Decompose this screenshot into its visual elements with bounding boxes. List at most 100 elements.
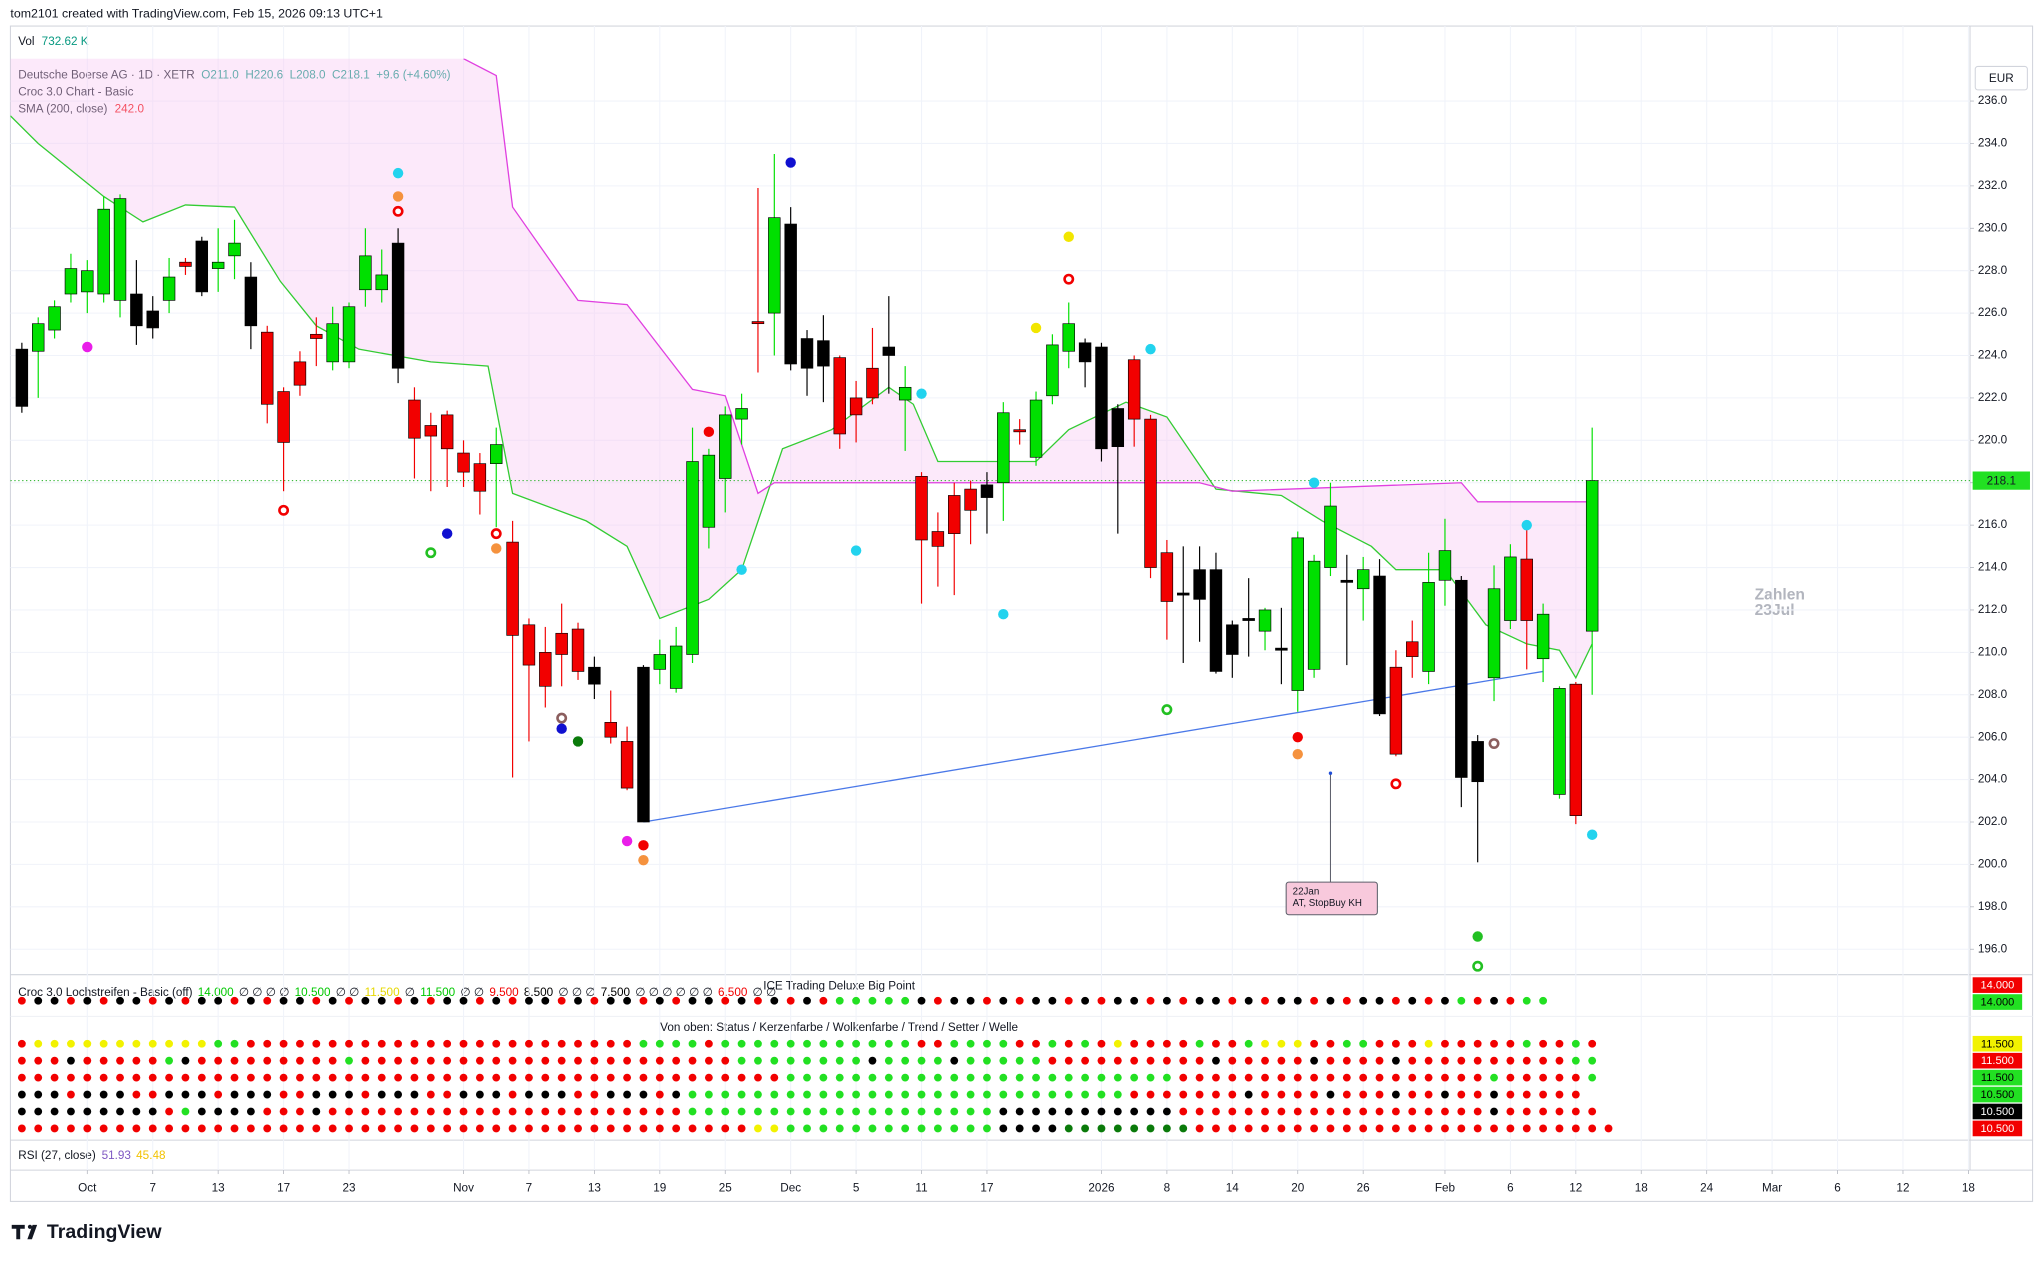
candle-body — [1389, 666, 1403, 755]
state-dot — [541, 1039, 550, 1048]
signal-marker — [638, 854, 649, 866]
state-dot — [884, 1090, 893, 1099]
y-tick-label: 230.0 — [1978, 221, 2008, 234]
state-dot — [1015, 996, 1024, 1005]
pane-label-box — [1972, 1069, 2023, 1086]
signal-marker — [556, 723, 567, 734]
state-dot — [574, 1039, 582, 1048]
state-dot — [1375, 1107, 1384, 1116]
state-dot — [443, 1107, 452, 1116]
state-dot — [492, 1039, 501, 1048]
state-dot — [116, 1090, 124, 1099]
state-dot — [394, 1056, 403, 1065]
text-run: Deutsche Boerse AG · 1D · XETR — [18, 69, 194, 82]
state-dot — [345, 1107, 353, 1116]
signal-marker — [1063, 231, 1074, 242]
state-dot — [525, 1107, 533, 1116]
brand-logo[interactable] — [27, 1224, 33, 1229]
state-dot — [1490, 1039, 1498, 1048]
state-dot — [1212, 1090, 1220, 1099]
signal-marker — [278, 504, 290, 516]
state-dot — [983, 1073, 991, 1082]
state-dot — [754, 1107, 762, 1116]
currency[interactable]: EUR — [1989, 72, 2014, 85]
state-dot — [574, 1056, 582, 1065]
x-tick-label: 18 — [1962, 1181, 1976, 1194]
currency-box[interactable] — [1974, 65, 2028, 91]
text-run: 7.500 — [601, 986, 631, 999]
state-dot — [1261, 1124, 1269, 1133]
signal-marker — [1145, 343, 1156, 355]
state-dot — [1457, 1073, 1466, 1082]
volume-label: Vol — [18, 35, 34, 48]
brand-logo[interactable] — [11, 1224, 38, 1240]
state-dot — [803, 1039, 811, 1048]
candle-body — [293, 361, 307, 386]
state-dot — [868, 1073, 877, 1082]
state-dot — [966, 1090, 975, 1099]
state-dot — [983, 1124, 991, 1133]
state-dot — [852, 1124, 861, 1133]
state-dot — [296, 1090, 304, 1099]
state-dot — [1588, 1056, 1597, 1065]
x-tick-label: 8 — [1164, 1181, 1171, 1194]
candle-body — [97, 208, 110, 295]
state-dot — [475, 1039, 484, 1048]
state-dot — [263, 996, 272, 1005]
state-dot — [214, 1090, 223, 1099]
state-dot — [361, 1039, 370, 1048]
signal-marker — [1586, 829, 1598, 840]
state-dot — [819, 1107, 828, 1116]
state-dot — [1081, 1056, 1090, 1065]
state-dot — [475, 1073, 484, 1082]
state-dot — [1130, 1073, 1139, 1082]
state-dot — [1408, 1124, 1417, 1133]
signal-marker — [703, 426, 715, 438]
candle-body — [359, 255, 372, 291]
state-dot — [606, 1107, 615, 1116]
state-dot — [1555, 1039, 1564, 1048]
state-dot — [99, 1107, 108, 1116]
state-dot — [884, 1056, 893, 1065]
state-dot — [819, 1073, 828, 1082]
state-dot — [1506, 1090, 1515, 1099]
state-dot — [1113, 1073, 1122, 1082]
state-dot — [1146, 1039, 1155, 1048]
state-dot — [1032, 1124, 1040, 1133]
candle-body — [751, 321, 765, 325]
state-dot — [1441, 1056, 1449, 1065]
state-dot — [852, 996, 861, 1005]
plot-area — [10, 58, 1971, 972]
state-dot — [1081, 1090, 1090, 1099]
state-dot — [165, 1039, 173, 1048]
state-dot — [803, 1073, 811, 1082]
state-dot — [1081, 1124, 1090, 1133]
state-dot — [868, 996, 877, 1005]
state-dot — [377, 996, 386, 1005]
state-dot — [770, 1039, 779, 1048]
candle-body — [1013, 429, 1026, 433]
state-dot — [296, 1073, 304, 1082]
state-dot — [1571, 1056, 1580, 1065]
state-dot — [1342, 1039, 1351, 1048]
indicator-name: Croc 3.0 Chart - Basic — [18, 86, 133, 99]
cloud-fill — [10, 58, 1593, 678]
state-dot — [688, 1073, 697, 1082]
brand[interactable]: TradingView — [11, 1221, 163, 1243]
state-dot — [67, 1107, 75, 1116]
state-dot — [933, 996, 942, 1005]
state-dot — [917, 1073, 926, 1082]
brand-name[interactable]: TradingView — [47, 1221, 162, 1243]
state-dot — [590, 1107, 599, 1116]
state-dot — [623, 1073, 632, 1082]
state-dot — [99, 1124, 108, 1133]
state-dot — [246, 1090, 255, 1099]
x-tick-label: 12 — [1569, 1181, 1582, 1194]
state-dot — [1277, 1124, 1286, 1133]
state-dot — [1506, 996, 1515, 1005]
text-run: ∅ ∅ ∅ — [558, 986, 595, 999]
x-tick-label: 19 — [653, 1181, 666, 1194]
state-dot — [1539, 1039, 1548, 1048]
state-dot — [901, 1073, 910, 1082]
